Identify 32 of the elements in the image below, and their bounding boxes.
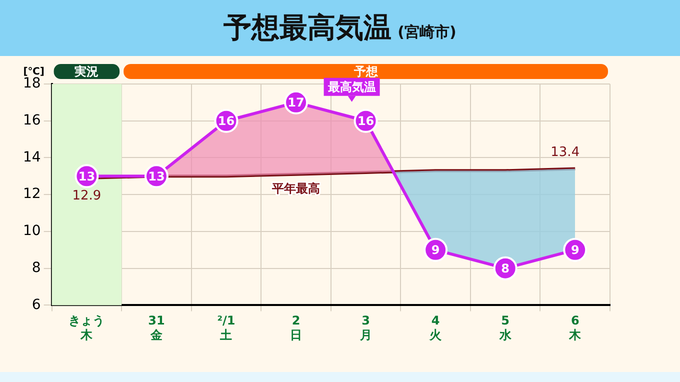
- x-tick-label: 2日: [290, 314, 302, 342]
- data-label: 16: [357, 114, 374, 128]
- x-tick-label: 31金: [148, 314, 165, 342]
- x-tick-label: 5水: [498, 314, 512, 342]
- x-tick-label: きょう木: [68, 314, 105, 342]
- y-tick-label: 12: [22, 186, 41, 202]
- data-label: 9: [570, 243, 580, 258]
- y-tick-label: 18: [22, 76, 41, 92]
- x-tick-label: 3月: [358, 314, 372, 342]
- data-label: 16: [218, 114, 235, 128]
- chart-title: 予想最高気温: [224, 10, 392, 46]
- x-tick-label: ²/1土: [217, 314, 236, 342]
- text: 予想: [352, 64, 379, 79]
- series-label: 平年最高: [271, 181, 320, 196]
- y-tick-label: 16: [22, 112, 41, 129]
- y-axis-title: [℃]: [23, 66, 44, 78]
- data-label: 8: [501, 261, 510, 276]
- data-label: 13: [78, 169, 96, 184]
- y-tick-label: 14: [22, 149, 41, 166]
- data-label: 17: [288, 96, 304, 110]
- y-tick-label: 10: [22, 223, 41, 240]
- data-label: 9: [431, 243, 440, 258]
- data-label: 12.9: [72, 188, 102, 204]
- y-tick-label: 6: [32, 296, 41, 313]
- data-label: 13: [148, 169, 165, 184]
- series-label: 最高気温: [326, 80, 376, 94]
- x-tick-label: 6木: [568, 314, 582, 342]
- chart-subtitle: (宮崎市): [398, 22, 456, 42]
- y-tick-label: 8: [32, 260, 41, 276]
- x-tick-label: 4火: [428, 314, 443, 342]
- band-label: 実況: [74, 64, 99, 79]
- data-label: 13.4: [550, 145, 580, 160]
